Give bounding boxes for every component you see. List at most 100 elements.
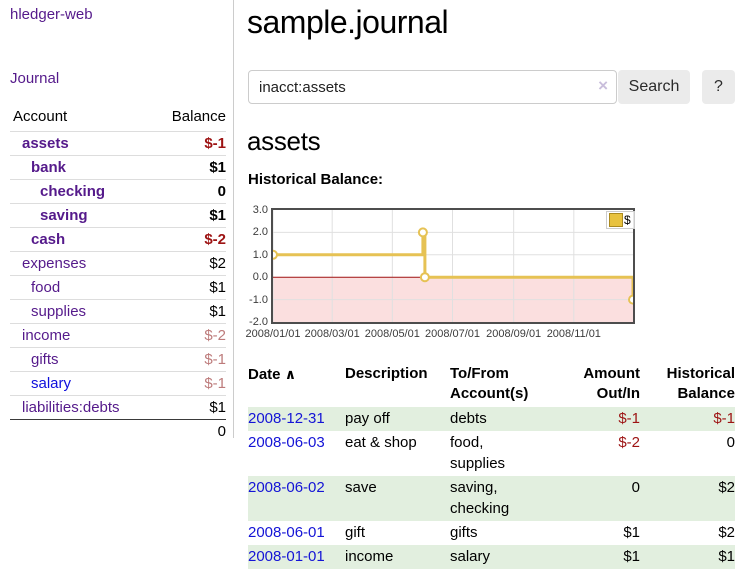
account-row: saving $1 [10, 203, 226, 227]
y-axis-tick-label: -2.0 [249, 316, 268, 328]
accounts-table: Account Balance assets $-1 bank $1 checking 0… [10, 106, 226, 443]
transaction-date-link[interactable]: 2008-06-02 [248, 479, 325, 496]
register-header-date[interactable]: Date ∧ [248, 366, 297, 383]
account-link[interactable]: bank [31, 159, 67, 176]
account-link[interactable]: assets [22, 135, 69, 152]
clear-search-icon[interactable]: × [598, 76, 608, 95]
chart-legend: $ [606, 211, 635, 229]
y-axis-tick-label: -1.0 [249, 293, 268, 306]
register-table: Date ∧ Description To/From Account(s) Am… [248, 364, 735, 569]
transaction-date-link[interactable]: 2008-06-01 [248, 524, 325, 541]
transaction-accounts: gifts [450, 524, 478, 541]
account-row: food $1 [10, 275, 226, 299]
chart-title: Historical Balance: [248, 171, 384, 188]
register-row: 2008-06-03 eat & shop food, supplies $-2 0 [248, 431, 735, 476]
transaction-balance: $1 [718, 548, 735, 565]
x-axis-tick-label: 2008/01/01 [245, 328, 301, 340]
account-row: income $-2 [10, 323, 226, 347]
accounts-table-header: Account Balance [10, 106, 226, 131]
accounts-header-account: Account [13, 108, 68, 125]
account-balance: $1 [209, 207, 226, 224]
data-point-marker [628, 294, 633, 305]
account-balance: $1 [209, 303, 226, 320]
accounts-total-value: 0 [217, 423, 226, 440]
transaction-balance: $2 [718, 479, 735, 496]
x-axis-tick-label: 2008/09/01 [486, 328, 542, 340]
transaction-balance: 0 [726, 434, 735, 451]
data-point-marker [273, 249, 278, 260]
account-balance: $-1 [204, 375, 226, 392]
account-row: salary $-1 [10, 371, 226, 395]
x-axis-tick-label: 2008/07/01 [424, 328, 481, 340]
search-button[interactable]: Search [618, 70, 690, 104]
accounts-total-row: 0 [10, 419, 226, 443]
account-link[interactable]: checking [40, 183, 106, 200]
transaction-date-link[interactable]: 2008-06-03 [248, 434, 325, 451]
register-header-description: Description [345, 365, 428, 382]
chart-plot-area [273, 210, 633, 322]
legend-label: $ [624, 213, 631, 227]
account-row: supplies $1 [10, 299, 226, 323]
transaction-date-link[interactable]: 2008-01-01 [248, 548, 325, 565]
account-balance: $1 [209, 399, 226, 416]
account-balance: 0 [217, 183, 226, 200]
x-axis-tick-label: 2008/03/01 [304, 328, 360, 340]
register-row: 2008-01-01 income salary $1 $1 [248, 545, 735, 569]
register-row: 2008-06-01 gift gifts $1 $2 [248, 521, 735, 545]
account-balance: $-1 [204, 135, 226, 152]
transaction-accounts: salary [450, 548, 491, 565]
y-axis-tick-label: 3.0 [252, 204, 268, 216]
account-link[interactable]: cash [31, 231, 66, 248]
transaction-balance: $-1 [713, 410, 735, 427]
help-button[interactable]: ? [702, 70, 735, 104]
data-point-marker [417, 227, 428, 238]
account-row: liabilities:debts $1 [10, 395, 226, 419]
data-point-marker [419, 272, 430, 283]
search-input[interactable] [248, 70, 617, 104]
account-balance: $-2 [204, 231, 226, 248]
account-row: expenses $2 [10, 251, 226, 275]
account-balance: $1 [209, 279, 226, 296]
account-link[interactable]: salary [31, 375, 72, 392]
account-row: cash $-2 [10, 227, 226, 251]
search-box: × [248, 70, 617, 104]
account-balance: $-1 [204, 351, 226, 368]
account-link[interactable]: supplies [31, 303, 87, 320]
y-axis-tick-label: 2.0 [252, 226, 268, 239]
sort-ascending-icon: ∧ [284, 366, 297, 382]
account-row: checking 0 [10, 179, 226, 203]
transaction-amount: $1 [623, 548, 640, 565]
legend-swatch-icon [609, 213, 623, 227]
account-row: assets $-1 [10, 131, 226, 155]
page-title: sample.journal [247, 4, 449, 40]
account-balance: $2 [209, 255, 226, 272]
account-balance: $1 [209, 159, 226, 176]
account-link[interactable]: expenses [22, 255, 87, 272]
transaction-accounts: debts [450, 410, 487, 427]
sidebar-item-journal[interactable]: Journal [10, 70, 60, 87]
register-header-balance: Historical Balance [666, 365, 735, 402]
transaction-accounts: food, supplies [450, 434, 506, 472]
account-balance: $-2 [204, 327, 226, 344]
account-row: gifts $-1 [10, 347, 226, 371]
app-title-link[interactable]: hledger-web [10, 6, 93, 23]
x-axis-tick-label: 2008/05/01 [364, 328, 420, 340]
x-axis-tick-label: 2008/11/01 [546, 328, 601, 340]
transaction-description: income [345, 548, 394, 565]
account-link[interactable]: liabilities:debts [22, 399, 120, 416]
transaction-amount: $-2 [618, 434, 640, 451]
account-link[interactable]: income [22, 327, 71, 344]
transaction-description: pay off [345, 410, 390, 427]
transaction-date-link[interactable]: 2008-12-31 [248, 410, 325, 427]
account-link[interactable]: gifts [31, 351, 59, 368]
transaction-description: save [345, 479, 377, 496]
y-axis-tick-label: 1.0 [252, 248, 268, 261]
register-header-accounts: To/From Account(s) [450, 365, 529, 402]
account-link[interactable]: saving [40, 207, 88, 224]
y-axis-tick-label: 0.0 [252, 271, 268, 284]
transaction-accounts: saving, checking [450, 479, 510, 517]
transaction-amount: $-1 [618, 410, 640, 427]
account-link[interactable]: food [31, 279, 61, 296]
register-row: 2008-06-02 save saving, checking 0 $2 [248, 476, 735, 521]
register-header-amount: Amount Out/In [583, 365, 640, 402]
